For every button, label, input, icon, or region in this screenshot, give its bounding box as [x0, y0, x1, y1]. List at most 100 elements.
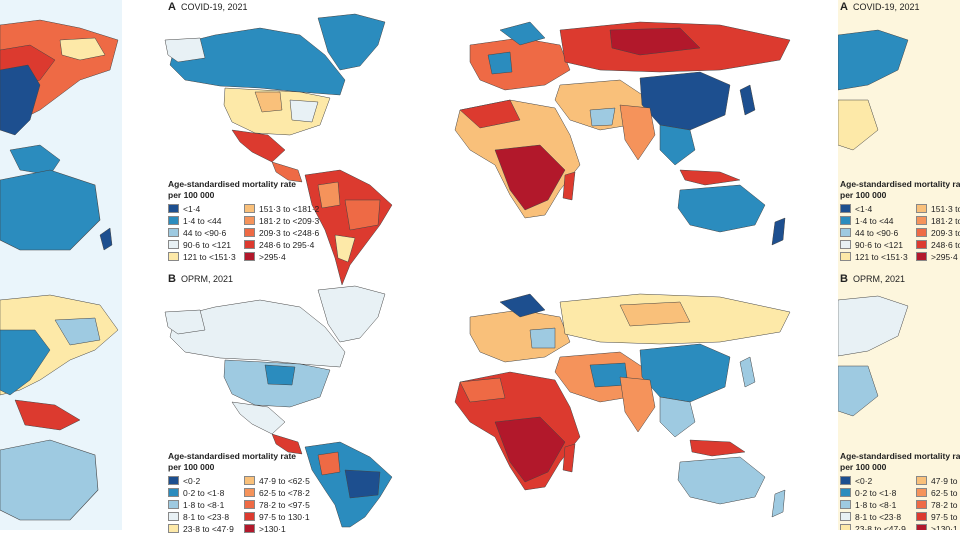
right-panel-b-legend-swatch — [916, 476, 927, 485]
right-panel-a-legend-label: 248·6 to 2 — [931, 239, 960, 250]
panel-b-legend-swatch — [168, 488, 179, 497]
panel-a-legend-label: 44 to <90·6 — [183, 227, 227, 238]
right-panel-b-legend: Age-standardised mortality rate per 100 … — [840, 451, 960, 530]
panel-a-legend-label: 90·6 to <121 — [183, 239, 231, 250]
panel-a-legend-swatch — [168, 252, 179, 261]
right-panel-a-title: A COVID-19, 2021 — [840, 1, 920, 13]
right-cropped-figure-edge: A COVID-19, 2021 Age-standardised mortali… — [838, 0, 960, 530]
panel-a-legend-label: <1·4 — [183, 203, 201, 214]
right-panel-a-legend: Age-standardised mortality rate per 100 … — [840, 179, 960, 262]
right-panel-b-legend-label: >130·1 — [931, 523, 958, 531]
right-panel-b-legend-label: 97·5 to 13 — [931, 511, 960, 522]
right-panel-a-title-text: COVID-19, 2021 — [852, 2, 920, 12]
right-a-legend-title-2: per 100 000 — [840, 190, 887, 200]
panel-b-legend-label: 8·1 to <23·8 — [183, 511, 230, 522]
right-panel-a-legend-label: 121 to <151·3 — [855, 251, 908, 262]
right-panel-a-legend-swatch — [916, 216, 927, 225]
right-panel-b-legend-label: 62·5 to < — [931, 487, 960, 498]
panel-b-legend-item: 78·2 to <97·5 — [244, 499, 319, 510]
left-cropped-figure-edge — [0, 0, 122, 530]
right-panel-a-legend-item: 44 to <90·6 — [840, 227, 910, 238]
panel-b-legend-swatch — [168, 476, 179, 485]
panel-b-legend-item: 23·8 to <47·9 — [168, 523, 238, 534]
right-panel-a-legend-swatch — [840, 216, 851, 225]
right-panel-b-legend-swatch — [916, 512, 927, 521]
panel-a-legend-item: 181·2 to <209·3 — [244, 215, 319, 226]
panel-b-legend-item: 8·1 to <23·8 — [168, 511, 238, 522]
panel-a-legend-item: 209·3 to <248·6 — [244, 227, 319, 238]
panel-b-legend-label: >130·1 — [259, 523, 286, 534]
right-panel-a-legend-swatch — [916, 240, 927, 249]
right-panel-a-legend-label: <1·4 — [855, 203, 873, 214]
right-panel-a-legend-item: 209·3 to < — [916, 227, 960, 238]
panel-a-legend-label: 151·3 to <181·2 — [259, 203, 320, 214]
right-panel-b-legend-item: 0·2 to <1·8 — [840, 487, 910, 498]
panel-b-legend-title-1: Age-standardised mortality rate — [168, 451, 297, 461]
panel-a-legend-item: >295·4 — [244, 251, 319, 262]
panel-a-legend-swatch — [168, 216, 179, 225]
right-panel-b-legend-label: 1·8 to <8·1 — [855, 499, 897, 510]
right-panel-b-legend-label: 8·1 to <23·8 — [855, 511, 902, 522]
right-b-legend-title-1: Age-standardised mortality rate — [840, 451, 960, 461]
panel-a-map — [164, 13, 791, 286]
panel-b-letter: B — [168, 273, 176, 285]
right-panel-b-legend-swatch — [840, 512, 851, 521]
right-panel-b-legend-item: 1·8 to <8·1 — [840, 499, 910, 510]
panel-a-legend-label: 248·6 to 295·4 — [259, 239, 315, 250]
panel-b-legend-swatch — [244, 488, 255, 497]
panel-a-legend-swatch — [244, 252, 255, 261]
right-panel-a-legend-swatch — [840, 204, 851, 213]
right-panel-a-legend-item: 248·6 to 2 — [916, 239, 960, 250]
right-panel-a-legend-label: >295·4 — [931, 251, 958, 262]
panel-b-legend-swatch — [244, 500, 255, 509]
panel-b-legend-item: 62·5 to <78·2 — [244, 487, 319, 498]
right-panel-b-legend-item: 23·8 to <47·9 — [840, 523, 910, 530]
panel-b-legend-label: 97·5 to 130·1 — [259, 511, 310, 522]
right-panel-b-letter: B — [840, 273, 848, 285]
panel-a-legend-swatch — [244, 228, 255, 237]
panel-a-legend-item: 121 to <151·3 — [168, 251, 238, 262]
panel-a-legend-swatch — [168, 204, 179, 213]
right-panel-a-legend-swatch — [840, 252, 851, 261]
right-panel-b-legend-item: 47·9 to <6 — [916, 475, 960, 486]
panel-a-legend-swatch — [244, 216, 255, 225]
right-panel-a-legend-swatch — [840, 228, 851, 237]
right-b-legend-title-2: per 100 000 — [840, 462, 887, 472]
right-panel-b-legend-label: 0·2 to <1·8 — [855, 487, 897, 498]
right-panel-a-legend-swatch — [916, 204, 927, 213]
right-panel-a-legend-item: 121 to <151·3 — [840, 251, 910, 262]
right-panel-a-legend-items: <1·4 151·3 to < 1·4 to <44 181·2 to < 44 to … — [840, 203, 960, 262]
panel-a-legend-label: 121 to <151·3 — [183, 251, 236, 262]
panel-a-legend-swatch — [168, 228, 179, 237]
panel-b-legend-label: 0·2 to <1·8 — [183, 487, 225, 498]
right-panel-a-legend-label: 44 to <90·6 — [855, 227, 899, 238]
panel-a-legend-item: 44 to <90·6 — [168, 227, 238, 238]
panel-b-title-text: OPRM, 2021 — [180, 274, 233, 284]
panel-b-legend-item: <0·2 — [168, 475, 238, 486]
right-panel-a-legend-item: 151·3 to < — [916, 203, 960, 214]
right-panel-a-legend-swatch — [916, 228, 927, 237]
panel-a-legend-swatch — [168, 240, 179, 249]
right-panel-b-legend-item: >130·1 — [916, 523, 960, 530]
panel-b-legend-swatch — [244, 476, 255, 485]
panel-a-legend-title-2: per 100 000 — [168, 190, 215, 200]
panel-a-title: A COVID-19, 2021 — [168, 1, 248, 13]
panel-b-legend-item: 1·8 to <8·1 — [168, 499, 238, 510]
panel-b-legend-title-2: per 100 000 — [168, 462, 215, 472]
panel-a-legend-swatch — [244, 240, 255, 249]
right-panel-b-title: B OPRM, 2021 — [840, 273, 905, 285]
panel-b-title: B OPRM, 2021 — [168, 273, 233, 285]
right-panel-b-legend-swatch — [840, 476, 851, 485]
panel-a-legend-title-1: Age-standardised mortality rate — [168, 179, 297, 189]
right-panel-a-legend-item: 181·2 to < — [916, 215, 960, 226]
panel-a-legend-label: 209·3 to <248·6 — [259, 227, 320, 238]
panel-b-legend-item: 47·9 to <62·5 — [244, 475, 319, 486]
panel-a-legend-swatch — [244, 204, 255, 213]
panel-a-legend-item: 90·6 to <121 — [168, 239, 238, 250]
right-panel-b-legend-swatch — [916, 524, 927, 530]
right-panel-a-legend-item: >295·4 — [916, 251, 960, 262]
panel-b-legend-label: 62·5 to <78·2 — [259, 487, 310, 498]
right-panel-b-legend-item: 97·5 to 13 — [916, 511, 960, 522]
panel-a-legend-label: >295·4 — [259, 251, 286, 262]
